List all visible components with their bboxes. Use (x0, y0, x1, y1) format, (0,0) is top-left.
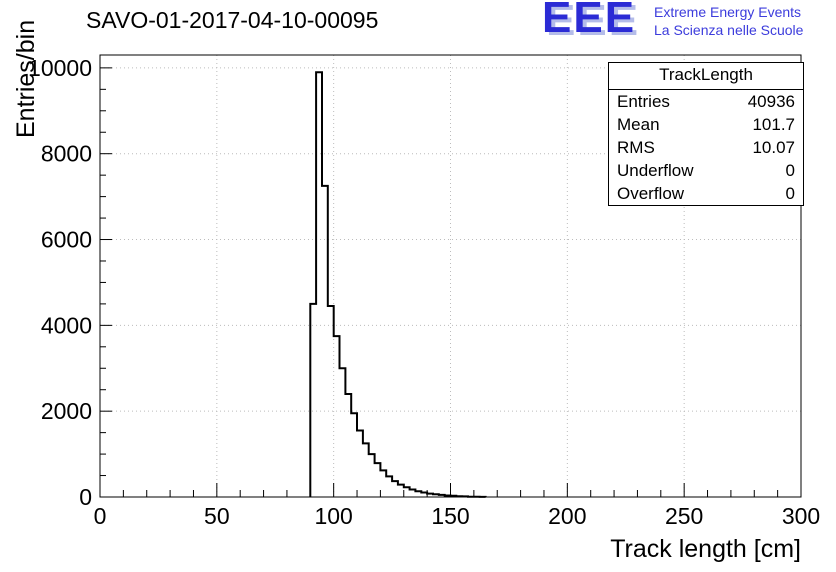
y-tick-label: 2000 (41, 398, 92, 424)
stats-row-overflow: Overflow 0 (609, 182, 803, 205)
stats-value: 40936 (747, 92, 795, 111)
stats-label: Entries (617, 92, 670, 111)
x-axis-title: Track length [cm] (610, 535, 801, 563)
x-tick-label: 200 (548, 503, 586, 529)
stats-label: Mean (617, 115, 660, 134)
axis-ticks (99, 67, 802, 498)
stats-value: 0 (785, 184, 795, 203)
stats-box-title: TrackLength (609, 63, 803, 90)
stats-row-entries: Entries 40936 (609, 90, 803, 113)
histogram-line (309, 71, 487, 498)
stats-value: 0 (785, 161, 795, 180)
stats-label: Overflow (617, 184, 685, 203)
y-axis-title: Entries/bin (12, 20, 40, 138)
stats-value: 101.7 (752, 115, 795, 134)
axis-tick-labels: 0 50 100 150 200 250 300 0 2000 4000 6000 8000 10000 (28, 55, 820, 529)
stats-value: 10.07 (752, 138, 795, 157)
stats-row-rms: RMS 10.07 (609, 136, 803, 159)
stats-row-mean: Mean 101.7 (609, 113, 803, 136)
y-tick-label: 6000 (41, 227, 92, 253)
eee-logo-tagline-1: Extreme Energy Events (654, 4, 802, 20)
y-tick-label: 4000 (41, 312, 92, 338)
stats-label: RMS (617, 138, 655, 157)
y-tick-label: 0 (79, 484, 92, 510)
x-tick-label: 300 (782, 503, 820, 529)
y-tick-label: 10000 (28, 55, 92, 81)
x-tick-label: 50 (204, 503, 230, 529)
stats-box: TrackLength Entries 40936 Mean 101.7 RMS… (608, 62, 804, 206)
x-tick-label: 100 (314, 503, 352, 529)
stats-row-underflow: Underflow 0 (609, 159, 803, 182)
x-tick-label: 0 (94, 503, 107, 529)
y-tick-label: 8000 (41, 141, 92, 167)
plot-title: SAVO-01-2017-04-10-00095 (86, 7, 379, 33)
eee-logo-text: EEE (542, 0, 637, 42)
eee-logo-tagline-2: La Scienza nelle Scuole (654, 22, 804, 38)
x-tick-label: 150 (431, 503, 469, 529)
x-tick-label: 250 (665, 503, 703, 529)
stats-label: Underflow (617, 161, 694, 180)
eee-logo: EEE Extreme Energy Events La Scienza nel… (540, 0, 836, 44)
